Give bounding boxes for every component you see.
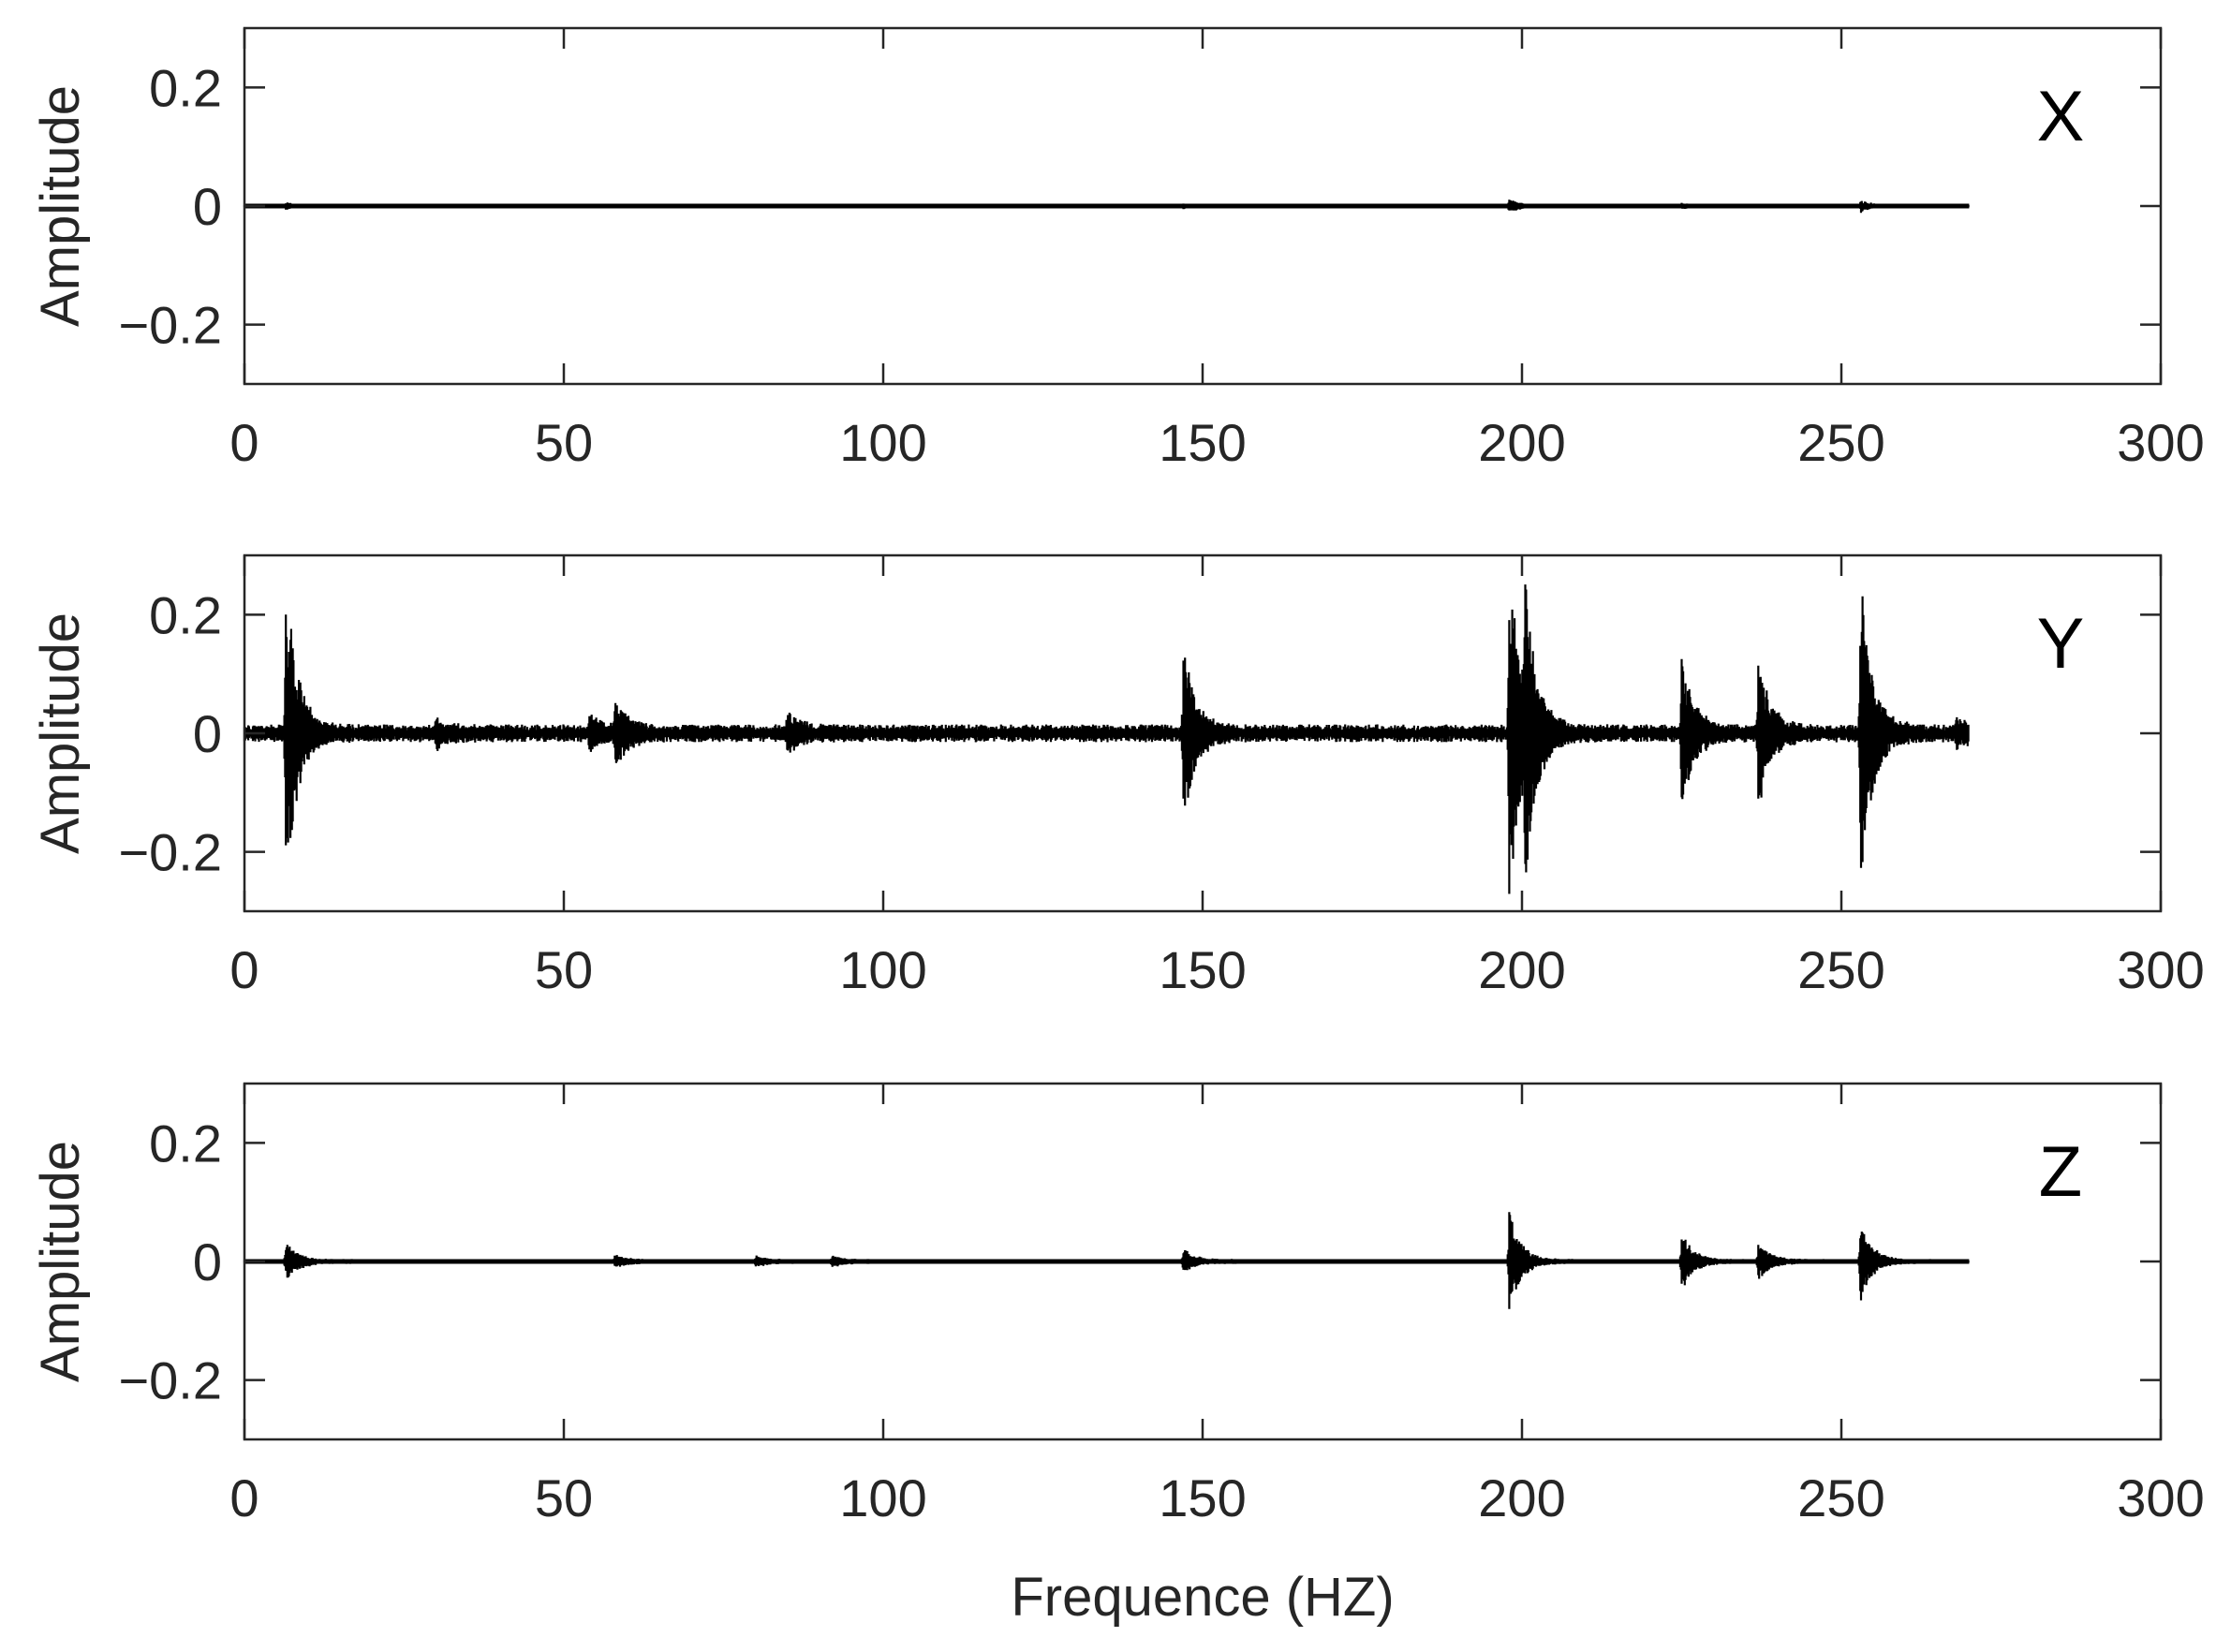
x-tick-label: 50	[535, 1468, 593, 1527]
y-axis-title: Amplitude	[30, 85, 91, 327]
x-tick-label: 250	[1797, 940, 1884, 999]
x-tick-label: 200	[1478, 940, 1565, 999]
y-tick-label: −0.2	[118, 823, 222, 882]
panel-label: X	[2037, 77, 2085, 156]
y-axis-title: Amplitude	[30, 612, 91, 854]
x-tick-label: 300	[2117, 413, 2204, 472]
x-tick-label: 150	[1159, 413, 1246, 472]
x-tick-label: 300	[2117, 940, 2204, 999]
x-tick-label: 300	[2117, 1468, 2204, 1527]
x-tick-label: 100	[839, 413, 926, 472]
y-tick-label: 0	[193, 177, 222, 236]
y-tick-label: 0	[193, 704, 222, 763]
panel-label: Z	[2039, 1132, 2082, 1212]
x-tick-label: 0	[229, 413, 259, 472]
y-tick-label: 0.2	[149, 585, 222, 644]
panel-label: Y	[2037, 604, 2085, 684]
x-tick-label: 100	[839, 940, 926, 999]
x-tick-label: 150	[1159, 940, 1246, 999]
x-tick-label: 150	[1159, 1468, 1246, 1527]
x-tick-label: 250	[1797, 1468, 1884, 1527]
x-tick-label: 250	[1797, 413, 1884, 472]
x-tick-label: 0	[229, 1468, 259, 1527]
x-axis-title: Frequence (HZ)	[1011, 1567, 1394, 1628]
x-tick-label: 100	[839, 1468, 926, 1527]
y-tick-label: 0.2	[149, 58, 222, 117]
x-tick-label: 200	[1478, 1468, 1565, 1527]
x-tick-label: 0	[229, 940, 259, 999]
x-tick-label: 50	[535, 413, 593, 472]
y-tick-label: 0	[193, 1232, 222, 1291]
x-tick-label: 200	[1478, 413, 1565, 472]
y-tick-label: 0.2	[149, 1114, 222, 1173]
y-tick-label: −0.2	[118, 296, 222, 355]
y-tick-label: −0.2	[118, 1351, 222, 1410]
x-tick-label: 50	[535, 940, 593, 999]
y-axis-title: Amplitude	[30, 1141, 91, 1382]
